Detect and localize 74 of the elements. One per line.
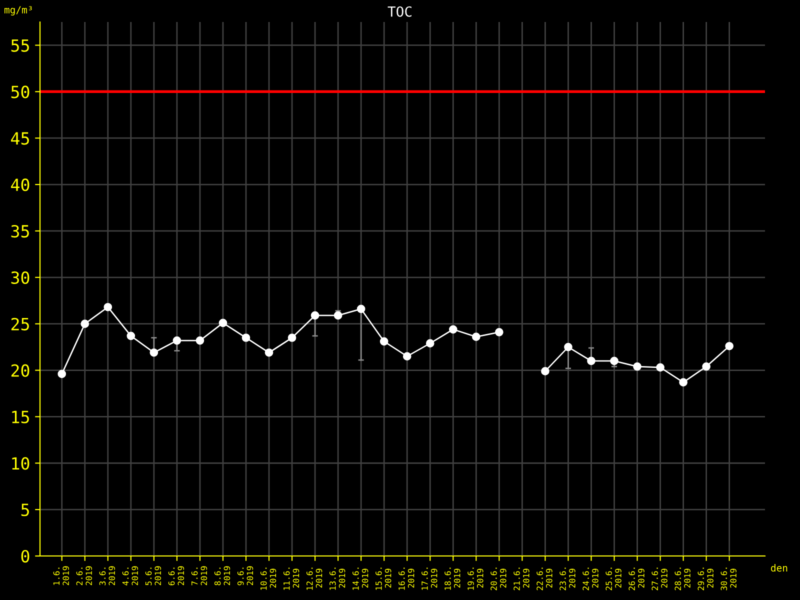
point [80,320,90,328]
x-tick-label: 6.6. 2019 [168,566,184,586]
y-tick-label: 15 [12,410,29,424]
x-tick-label: 3.6. 2019 [99,566,116,586]
y-tick-label: 40 [11,178,30,192]
x-tick-label: 26.6. 2019 [628,568,644,590]
point [196,336,204,345]
x-tick-label: 28.6. 2019 [674,568,690,590]
x-tick-label: 9.6. 2019 [237,566,254,586]
point [288,334,296,342]
point [633,362,642,371]
point [380,337,388,346]
x-tick-label: 23.6. 2019 [560,568,576,590]
point [218,318,228,328]
y-tick-label: 10 [12,457,30,470]
point [334,311,342,320]
x-tick-label: 27.6. 2019 [652,568,668,590]
x-tick-label: 8.6. 2019 [214,566,230,586]
point [448,325,458,334]
x-tick-label: 29.6. 2019 [698,568,714,590]
x-tick-label: 5.6. 2019 [145,566,162,586]
point [541,367,550,376]
y-tick-label: 0 [21,550,30,563]
x-tick-label: 1.6. 2019 [53,566,69,586]
y-tick-label: 20 [11,364,30,377]
point [495,328,504,336]
x-tick-label: 22.6. 2019 [536,568,552,590]
y-tick-label: 5 [21,504,29,516]
x-tick-label: 30.6. 2019 [720,568,736,590]
x-tick-label: 17.6. 2019 [422,568,438,590]
x-tick-label: 19.6. 2019 [468,568,484,590]
y-tick-label: 45 [11,132,29,145]
point [472,332,480,341]
x-tick-label: 13.6. 2019 [330,568,346,590]
point [104,302,112,312]
y-tick-label: 35 [11,224,29,238]
x-tick-label: 15.6. 2019 [376,568,392,590]
point [656,363,664,372]
point [172,336,182,345]
point [402,352,412,360]
y-tick-label: 25 [11,318,29,330]
x-tick-label: 11.6. 2019 [283,568,300,590]
x-tick-label: 16.6. 2019 [398,568,414,590]
x-tick-label: 20.6. 2019 [490,568,506,590]
y-axis-title: mg/m³ [4,6,32,16]
point [679,378,688,386]
y-tick-label: 50 [11,86,30,98]
chart-title: TOC [388,6,412,17]
point [242,334,250,342]
point [264,348,274,357]
point [587,356,596,366]
x-tick-label: 12.6. 2019 [306,568,322,590]
x-tick-label: 21.6. 2019 [514,568,530,590]
x-tick-label: 14.6. 2019 [352,568,368,590]
x-tick-label: 7.6. 2019 [191,566,208,586]
point [426,339,434,348]
x-tick-label: 18.6. 2019 [444,568,460,590]
point [150,348,158,357]
point [610,356,618,366]
y-tick-label: 30 [11,271,30,284]
x-tick-label: 2.6. 2019 [76,566,92,586]
x-tick-label: 10.6. 2019 [260,568,276,590]
point [126,332,136,340]
x-tick-label: 25.6. 2019 [606,568,622,590]
point [310,311,320,320]
point [725,342,734,350]
point [702,362,710,371]
point [356,304,366,314]
point [564,342,572,352]
y-tick-label: 55 [11,39,29,52]
x-tick-label: 24.6. 2019 [582,568,598,590]
x-axis-title: den [771,564,788,572]
x-tick-label: 4.6. 2019 [122,566,138,586]
point [58,370,66,378]
